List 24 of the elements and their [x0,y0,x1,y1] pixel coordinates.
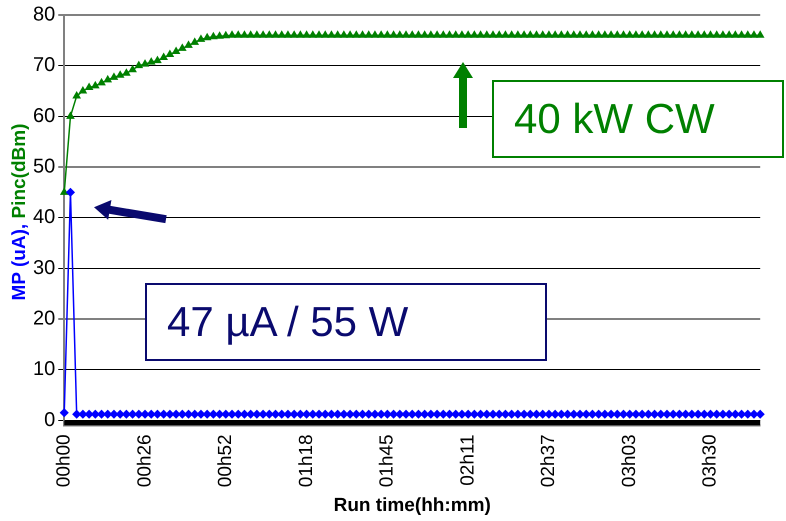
y-tick-label: 80 [32,4,56,26]
x-tick-label: 00h26 [134,434,156,488]
x-tick-label: 00h52 [215,434,236,488]
y-tick-label: 30 [32,256,56,279]
annotation: 40 kW CW [514,95,715,143]
y-tick-label: 40 [32,206,56,228]
y-tick-label: 50 [32,156,56,178]
callout-box: 40 kW CW [492,80,784,158]
y-tick-label: 60 [32,104,56,127]
x-tick-label: 03h30 [700,434,721,488]
y-tick-label: 20 [32,307,56,330]
callout-box: 47 µA / 55 W [145,283,547,361]
y-tick-label: 70 [32,54,56,76]
x-tick-label: 01h45 [376,434,398,488]
y-tick-label: 0 [44,408,56,431]
x-axis-title: Run time(hh:mm) [334,494,491,516]
x-tick-label: 00h00 [53,434,74,488]
annotation: 47 µA / 55 W [167,298,408,346]
x-tick-label: 01h18 [296,434,317,488]
y-axis-title: MP (uA), Pinc(dBm) [9,124,30,300]
x-tick-label: 03h03 [618,434,640,488]
y-tick-label: 10 [32,358,56,380]
x-tick-label: 02h37 [538,434,560,488]
x-tick-label: 02h11 [457,434,478,486]
